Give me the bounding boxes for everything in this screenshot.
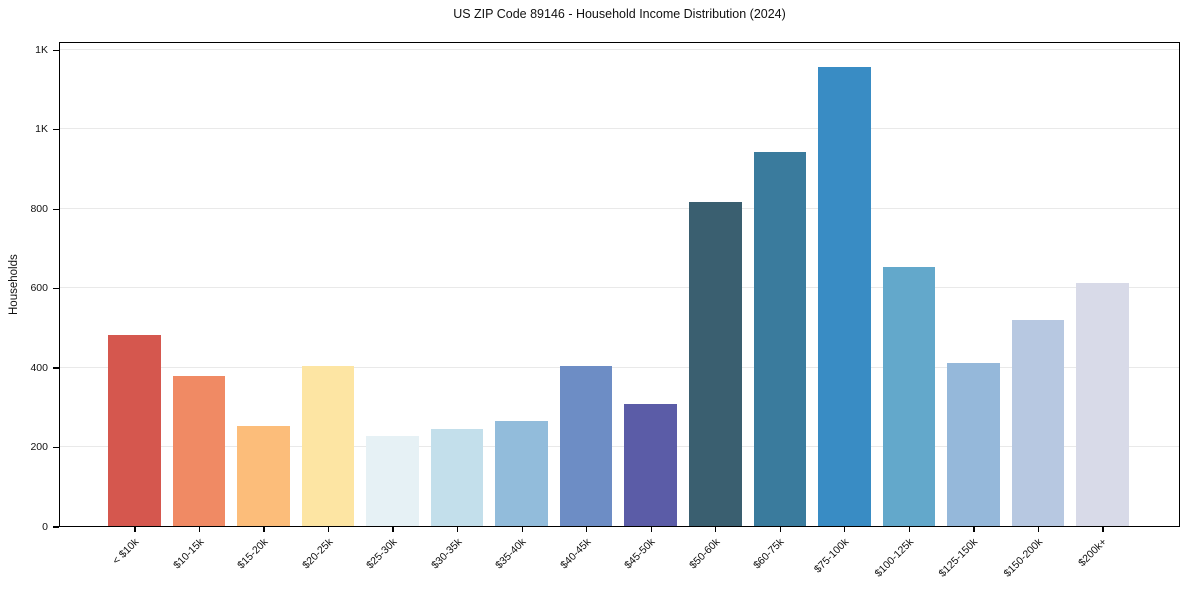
y-tick-label: 800: [30, 202, 48, 215]
y-tick-mark: [53, 208, 59, 210]
bar-$20-25k: [301, 365, 355, 526]
bar-$35-40k: [495, 420, 548, 526]
x-tick-mark: [844, 527, 846, 532]
bar-$15-20k: [237, 425, 290, 526]
x-tick-mark: [1102, 527, 1104, 532]
y-tick-mark: [53, 367, 59, 369]
x-tick-mark: [198, 527, 201, 532]
bar-$45-50k: [624, 404, 677, 526]
y-tick-mark: [53, 446, 59, 449]
gridline: [60, 287, 1179, 289]
plot-area: [59, 42, 1180, 527]
y-tick-label: 1K: [35, 43, 48, 56]
gridline: [60, 366, 1179, 368]
bar-$60-75k: [753, 152, 807, 526]
bar-$30-35k: [430, 429, 484, 526]
y-tick-mark: [53, 49, 59, 51]
y-tick-mark: [53, 129, 59, 131]
gridline: [60, 446, 1179, 448]
x-tick-mark: [908, 527, 910, 532]
gridline: [60, 48, 1179, 50]
y-tick-label: 400: [30, 361, 48, 374]
y-tick-label: 1K: [35, 123, 48, 136]
x-tick-mark: [134, 527, 136, 532]
y-tick-label: 600: [30, 282, 48, 295]
x-tick-mark: [715, 527, 717, 532]
bar-$25-30k: [366, 435, 419, 526]
bar-< $10k: [108, 335, 161, 526]
x-tick-mark: [521, 527, 523, 532]
bar-$40-45k: [559, 365, 613, 526]
x-tick-mark: [263, 527, 265, 532]
x-tick-mark: [1037, 527, 1040, 532]
x-tick-mark: [973, 527, 975, 532]
y-tick-mark: [53, 526, 59, 528]
gridline: [60, 128, 1179, 130]
y-tick-mark: [53, 288, 59, 290]
bar-$150-200k: [1011, 319, 1065, 526]
bar-$100-125k: [882, 267, 936, 526]
x-tick-mark: [650, 527, 652, 532]
bar-$10-15k: [172, 376, 226, 526]
x-tick-mark: [327, 527, 330, 532]
bar-$75-100k: [818, 67, 871, 526]
x-tick-mark: [392, 527, 394, 532]
chart-title: US ZIP Code 89146 - Household Income Dis…: [453, 7, 786, 21]
bar-$125-150k: [947, 362, 1000, 526]
bar-$200k+: [1076, 282, 1129, 526]
x-tick-label: $200k+: [1076, 536, 1110, 570]
x-tick-mark: [586, 527, 588, 532]
bar-$50-60k: [689, 202, 742, 526]
y-tick-label: 0: [42, 520, 48, 533]
gridline: [60, 207, 1179, 209]
x-tick-mark: [779, 527, 781, 532]
x-tick-mark: [457, 527, 459, 532]
y-tick-label: 200: [30, 441, 48, 454]
